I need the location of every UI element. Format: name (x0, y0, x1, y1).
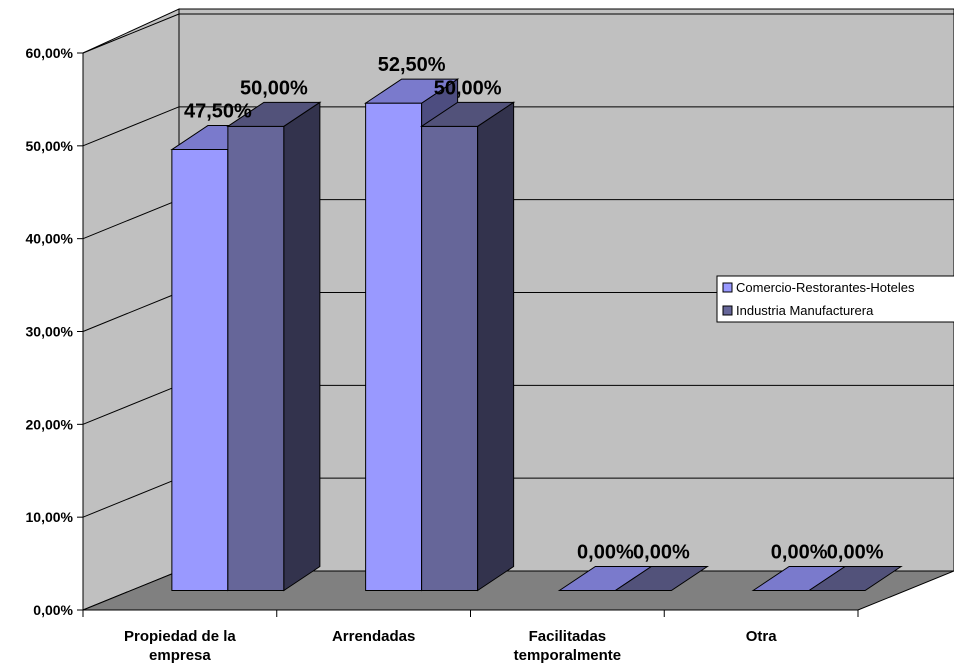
gridline-side (82, 477, 180, 518)
x-tick-label: Otra (746, 628, 778, 645)
legend-swatch-series-1 (722, 282, 733, 293)
x-tick-label: Arrendadas (332, 628, 415, 645)
legend-label-series-1: Comercio-Restorantes-Hoteles (736, 280, 915, 295)
data-label: 50,00% (434, 77, 502, 99)
data-labels: 47,50%50,00%52,50%50,00%0,00% 0,00% 0,00% 0… (184, 54, 884, 563)
y-tick-label: 20,00% (26, 416, 74, 432)
bar-front-face (365, 102, 423, 591)
bar-top-face (613, 566, 710, 591)
legend-swatch-series-2 (722, 305, 733, 316)
data-label: 47,50% (184, 101, 252, 123)
data-label: 0,00% (633, 542, 690, 564)
x-tick-label: Facilitadas temporalmente (514, 628, 622, 664)
legend-box (716, 275, 954, 323)
data-label: 0,00% (827, 542, 884, 564)
y-tick-label: 10,00% (26, 509, 74, 525)
data-label: 0,00% (577, 542, 634, 564)
gridline-side (82, 13, 180, 54)
y-tick-label: 50,00% (26, 138, 74, 154)
bar (613, 566, 710, 591)
gridline-side (82, 106, 180, 147)
x-tick-label: Propiedad de la empresa (124, 628, 236, 664)
data-label: 0,00% (771, 542, 828, 564)
bar-top-face (363, 78, 460, 104)
chart-side-wall (82, 8, 180, 611)
bar-side-face (477, 101, 515, 592)
bar-front-face (171, 149, 229, 591)
data-label: 50,00% (240, 77, 308, 99)
bar-top-face (226, 101, 322, 127)
y-tick-label: 40,00% (26, 231, 74, 247)
y-tick-label: 60,00% (26, 45, 74, 61)
bar (419, 101, 516, 592)
bar-front-face (227, 125, 285, 591)
bar-top-face (807, 566, 903, 591)
gridline-side (82, 199, 180, 240)
category-labels: Propiedad de la empresa Arrendadas Facilita… (82, 610, 859, 664)
bar-side-face (283, 101, 321, 592)
bar-front-face (421, 125, 479, 591)
bar (807, 566, 903, 591)
legend: Comercio-Restorantes-Hoteles Industria M… (716, 275, 954, 323)
y-tick-labels: 0,00% 10,00% 20,00% 30,00% 40,00% 50,00% 60,00… (26, 45, 83, 618)
gridline-side (82, 292, 180, 332)
bar-top-face (419, 101, 516, 127)
y-tick-label: 0,00% (33, 602, 73, 618)
y-tick-label: 30,00% (26, 324, 74, 340)
gridline-side (82, 384, 180, 425)
data-label: 52,50% (378, 54, 446, 76)
legend-label-series-2: Industria Manufacturera (736, 303, 874, 318)
bars (170, 78, 903, 592)
bar (226, 101, 322, 592)
